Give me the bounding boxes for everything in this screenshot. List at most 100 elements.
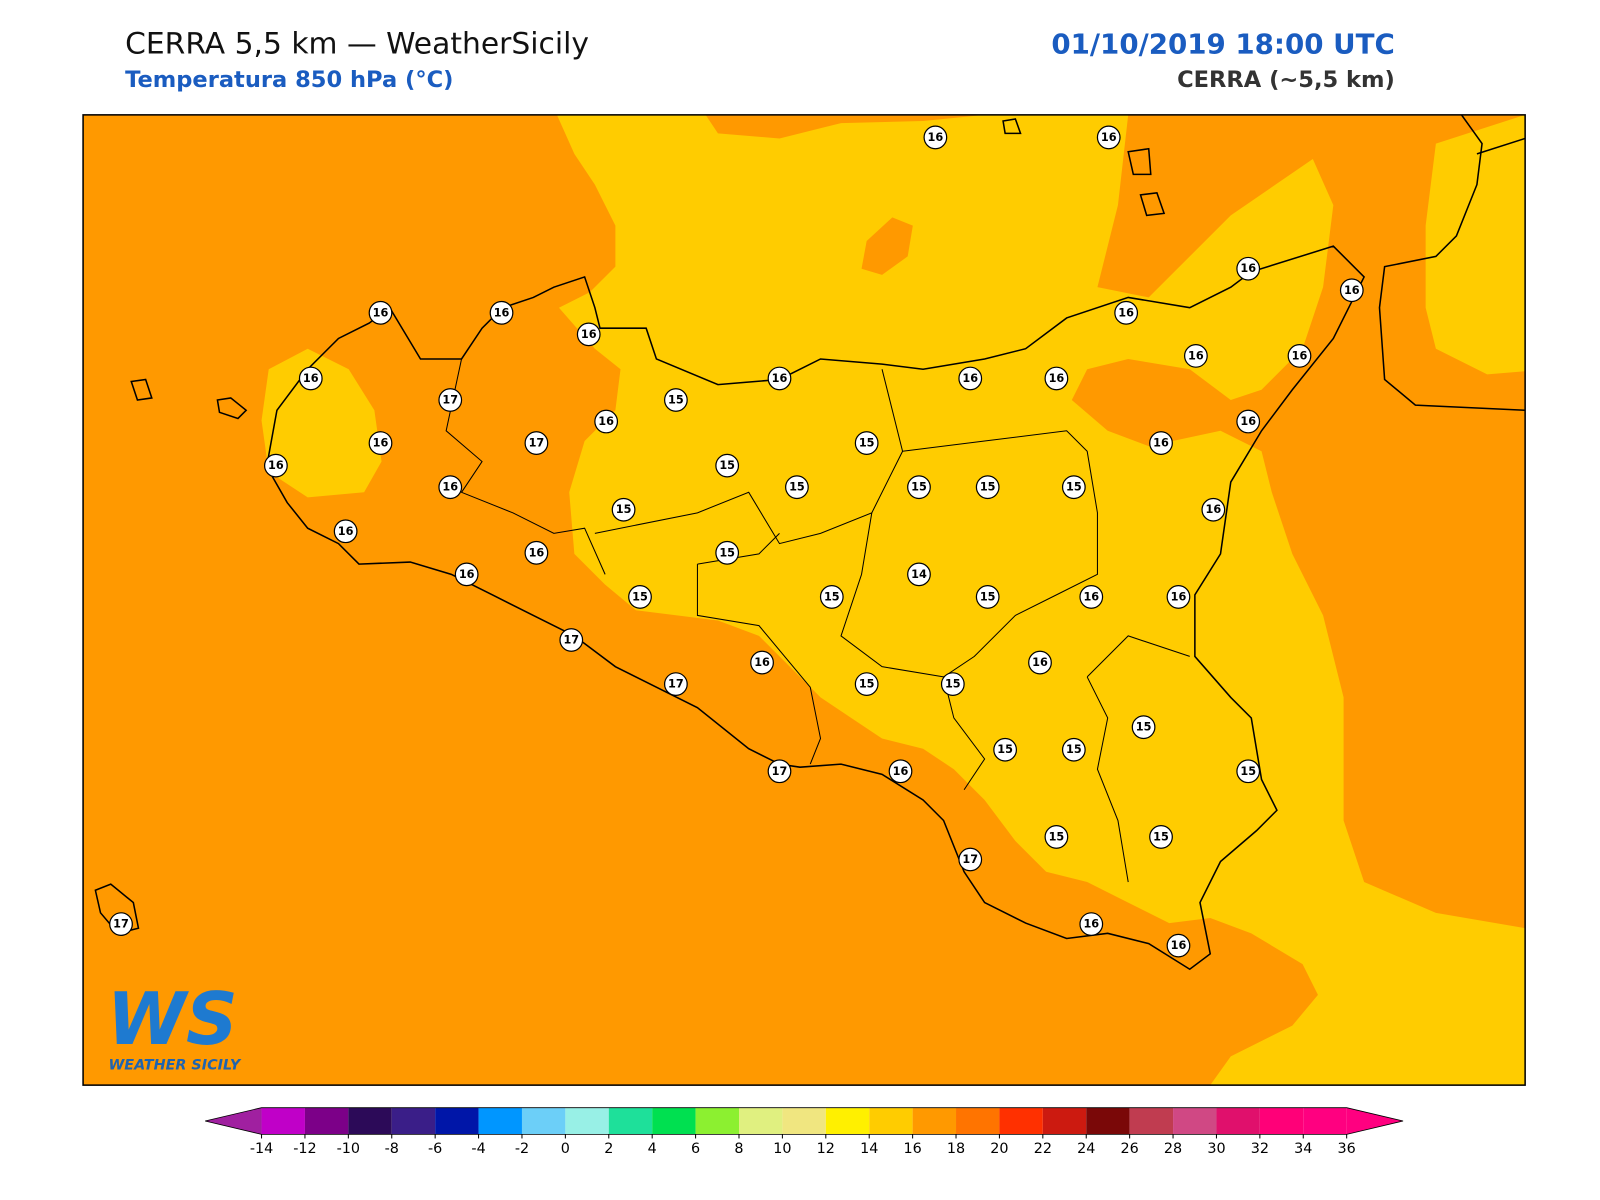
station: 15 <box>1044 825 1069 849</box>
station-value: 17 <box>563 634 579 647</box>
station-marker <box>975 475 1000 500</box>
station: 15 <box>628 585 652 609</box>
station: 16 <box>333 519 358 544</box>
province-borders <box>445 358 1190 883</box>
station-value: 17 <box>529 437 545 450</box>
station-value: 15 <box>789 481 805 494</box>
colorbar-segment <box>261 1107 305 1135</box>
colorbar-tick-label: 20 <box>990 1141 1008 1157</box>
colorbar-tick-label: 16 <box>903 1141 921 1157</box>
station-marker <box>785 475 809 500</box>
station-marker <box>438 475 463 500</box>
colorbar-segment <box>1042 1107 1087 1135</box>
station-value: 16 <box>1240 415 1256 428</box>
station-marker <box>1201 497 1226 522</box>
subtitle: Temperatura 850 hPa (°C) <box>125 67 453 93</box>
station-marker <box>975 585 1000 609</box>
colorbar-tick-label: 34 <box>1294 1141 1312 1157</box>
station-marker <box>854 431 879 455</box>
station-marker <box>923 125 948 150</box>
station-marker <box>333 519 358 544</box>
colorbar-tick-label: -8 <box>385 1141 399 1157</box>
station: 16 <box>888 759 913 784</box>
station-value: 15 <box>859 437 875 450</box>
station-marker <box>1287 343 1312 368</box>
colorbar-segment <box>782 1107 826 1135</box>
coastline <box>94 114 1526 971</box>
station-marker <box>1061 475 1086 500</box>
colorbar-segment <box>999 1107 1043 1135</box>
station: 15 <box>975 475 1000 500</box>
station-value: 15 <box>719 459 735 472</box>
station-value: 16 <box>529 546 545 559</box>
station-value: 14 <box>911 568 927 581</box>
colorbar-tick-label: -6 <box>428 1141 442 1157</box>
station: 15 <box>715 453 740 478</box>
station-value: 15 <box>911 481 927 494</box>
colorbar-segment <box>1173 1107 1217 1135</box>
colorbar-tick-label: 4 <box>648 1141 657 1157</box>
station-value: 15 <box>632 590 648 603</box>
station: 16 <box>1149 431 1173 455</box>
station-marker <box>663 388 688 412</box>
station-marker <box>907 475 931 500</box>
station-marker <box>1166 933 1191 958</box>
station-value: 16 <box>1240 262 1256 275</box>
station-marker <box>854 672 879 696</box>
colorbar-tick-label: 28 <box>1164 1141 1182 1157</box>
colorbar-segment <box>391 1107 436 1135</box>
station: 17 <box>559 628 584 652</box>
colorbar-segment <box>435 1107 479 1135</box>
station-marker <box>1236 256 1261 281</box>
colorbar-tick-label: 8 <box>734 1141 743 1157</box>
station-value: 16 <box>442 481 458 494</box>
colorbar-segment <box>825 1107 870 1135</box>
station-value: 16 <box>1083 590 1099 603</box>
station-value: 15 <box>980 481 996 494</box>
station-value: 15 <box>1153 830 1169 843</box>
station-marker <box>1236 759 1261 784</box>
station-value: 17 <box>668 678 684 691</box>
station: 15 <box>1061 475 1086 500</box>
station: 15 <box>993 737 1018 762</box>
colorbar-tick-label: 2 <box>604 1141 613 1157</box>
title: CERRA 5,5 km — WeatherSicily <box>125 26 589 61</box>
station-value: 16 <box>303 372 319 385</box>
station-marker <box>1096 125 1121 150</box>
colorbar-segment <box>1129 1107 1174 1135</box>
station: 15 <box>663 388 688 412</box>
colorbar-segment <box>652 1107 696 1135</box>
station-value: 16 <box>893 765 909 778</box>
station-value: 15 <box>719 546 735 559</box>
station-value: 16 <box>459 568 475 581</box>
station-marker <box>489 300 514 325</box>
colorbar-tick-label: 18 <box>947 1141 965 1157</box>
station: 15 <box>854 431 879 455</box>
station: 14 <box>907 562 931 587</box>
station-value: 15 <box>824 590 840 603</box>
station: 15 <box>1131 715 1156 740</box>
station-marker <box>109 912 133 936</box>
station-marker <box>611 497 636 522</box>
station: 16 <box>454 562 479 587</box>
station: 15 <box>819 585 844 609</box>
colorbar-tick-label: 32 <box>1251 1141 1269 1157</box>
colorbar-tick-label: -10 <box>337 1141 360 1157</box>
colorbar-segment <box>869 1107 913 1135</box>
station-marker <box>767 759 792 784</box>
station-marker <box>576 322 601 347</box>
station-marker <box>594 409 619 434</box>
station-value: 16 <box>1205 503 1221 516</box>
station-value: 16 <box>268 459 284 472</box>
colorbar-over <box>1346 1107 1404 1135</box>
field-orange-patch <box>861 217 913 275</box>
station: 15 <box>854 672 879 696</box>
station-marker <box>1028 650 1052 675</box>
station-marker <box>368 300 393 325</box>
station-marker <box>1079 912 1104 936</box>
station-value: 16 <box>1049 372 1065 385</box>
station-marker <box>993 737 1018 762</box>
station: 16 <box>1287 343 1312 368</box>
colorbar-tick-label: -14 <box>250 1141 273 1157</box>
